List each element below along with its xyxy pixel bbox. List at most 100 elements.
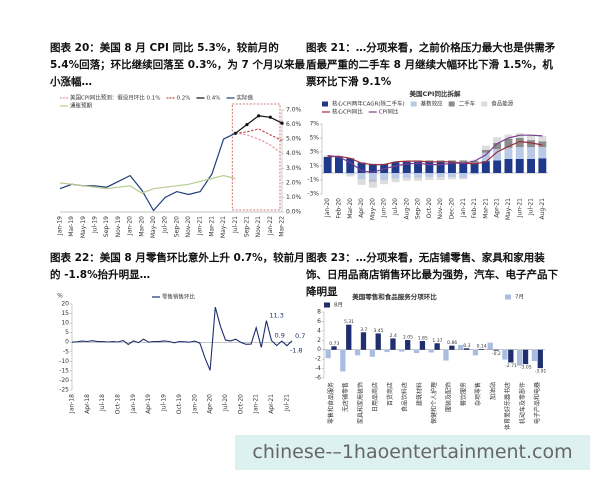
y-tick-label: -15 — [59, 367, 69, 374]
x-tick-label: Apr-19 — [145, 394, 152, 414]
y-tick-label: -20 — [59, 377, 69, 384]
x-tick-label: Jul-21 — [232, 216, 239, 234]
x-tick-label: Jul-20 — [392, 198, 399, 216]
legend-label: 7月 — [515, 294, 524, 301]
bar — [375, 333, 381, 350]
x-tick-label: May-21 — [505, 198, 512, 220]
bar-segment — [504, 138, 513, 148]
bar-segment — [402, 177, 411, 181]
legend-label: 8月 — [334, 302, 343, 309]
x-tick-label: May-20 — [150, 216, 157, 238]
bar-segment — [436, 161, 445, 173]
y-tick-label: 8 — [317, 309, 321, 316]
bar — [331, 346, 337, 350]
x-tick-label: May-21 — [220, 216, 227, 238]
bar-segment — [470, 159, 479, 162]
bar-segment — [368, 181, 377, 188]
data-label: -3.91 — [535, 369, 547, 375]
watermark: chinese-–1haoentertainment.com — [235, 435, 590, 470]
bar — [399, 349, 405, 352]
x-tick-label: Jan-20 — [324, 198, 331, 218]
bar-segment — [459, 160, 468, 163]
x-tick-label: Apr-20 — [358, 198, 365, 218]
x-tick-label: Jul-21 — [283, 394, 290, 412]
legend-label: 实际值 — [236, 94, 253, 102]
bar — [537, 349, 543, 369]
data-label: -3.05 — [520, 365, 532, 371]
y-tick-label: 6 — [317, 318, 321, 325]
bar-segment — [368, 163, 377, 173]
x-tick-label: Aug-21 — [539, 198, 546, 220]
bar-segment — [527, 147, 536, 159]
x-tick-label: Oct-20 — [237, 394, 244, 414]
legend-label: 食品能源 — [491, 100, 514, 108]
bar — [340, 349, 346, 372]
x-tick-label: 食品饮料店 — [401, 382, 409, 412]
x-tick-label: Jan-20 — [127, 216, 134, 236]
caption: 图表 21：…分项来看，之前价格压力最大也是供需矛盾最严重的二手车 8 月继续大… — [306, 42, 556, 88]
y-tick-label: 2.0% — [286, 179, 302, 186]
bar-segment — [459, 173, 468, 178]
data-label: 3.45 — [373, 328, 383, 334]
bar — [502, 349, 508, 360]
data-label: 0.73 — [329, 341, 339, 347]
legend-label: 核心CPI两年CAGR(除二手车) — [332, 100, 405, 108]
x-tick-label: Apr-18 — [84, 394, 91, 414]
y-tick-label: 15 — [61, 310, 69, 317]
data-label: 1.37 — [432, 338, 442, 344]
x-tick-label: Jan-21 — [197, 216, 204, 236]
data-label: 0.3 — [463, 343, 470, 349]
bar-segment — [493, 137, 502, 143]
bar-segment — [357, 179, 366, 185]
x-tick-label: 体育爱好乐器书店 — [504, 382, 512, 430]
x-tick-label: Apr-21 — [268, 394, 275, 414]
x-tick-label: Apr-20 — [207, 394, 214, 414]
line-series — [59, 174, 236, 194]
bar-segment — [515, 159, 524, 173]
y-tick-label: 1.0% — [286, 194, 302, 201]
x-tick-label: Jan-22 — [267, 216, 274, 236]
bar-segment — [346, 173, 355, 175]
y-tick-label: 5 — [65, 329, 69, 336]
y-tick-label: 0.0% — [286, 209, 302, 216]
bar-segment — [425, 161, 434, 173]
bar-segment — [481, 152, 490, 162]
data-label: 1.85 — [418, 335, 428, 341]
x-tick-label: Oct-20 — [426, 198, 433, 218]
x-tick-label: 零售和食品服务 — [327, 382, 335, 424]
x-tick-label: Aug-20 — [403, 198, 410, 220]
bar-segment — [425, 177, 434, 180]
bar-segment — [538, 135, 547, 142]
point — [245, 122, 249, 127]
x-tick-label: 机动车及零部件 — [518, 382, 526, 424]
bar-segment — [504, 147, 513, 159]
bar-segment — [425, 160, 434, 162]
y-tick-label: 4 — [317, 327, 321, 334]
bar — [346, 324, 352, 350]
y-tick-label: -25 — [59, 387, 69, 394]
line-series — [235, 128, 283, 142]
bar — [360, 332, 367, 350]
x-tick-label: Jun-21 — [516, 198, 523, 218]
y-tick-label: -2 — [315, 356, 321, 363]
bar-segment — [414, 177, 423, 181]
bar-segment — [391, 178, 400, 183]
legend-swatch — [322, 101, 328, 107]
bar — [390, 338, 396, 350]
bar — [517, 349, 523, 366]
bar-segment — [380, 180, 389, 185]
line-series — [327, 134, 543, 173]
bar — [472, 349, 479, 356]
line-series — [327, 140, 543, 166]
bar — [428, 349, 434, 353]
bar-segment — [470, 173, 479, 175]
y-tick-label: -10 — [59, 358, 69, 365]
data-label: 2.4 — [390, 333, 397, 339]
bar — [413, 349, 420, 354]
legend-label: CPI同比 — [379, 108, 399, 116]
y-tick-label: 0 — [317, 346, 321, 353]
bar-segment — [538, 158, 547, 173]
x-tick-label: 建筑材料 — [415, 382, 423, 406]
bar-segment — [481, 161, 490, 173]
bar-segment — [527, 134, 536, 141]
